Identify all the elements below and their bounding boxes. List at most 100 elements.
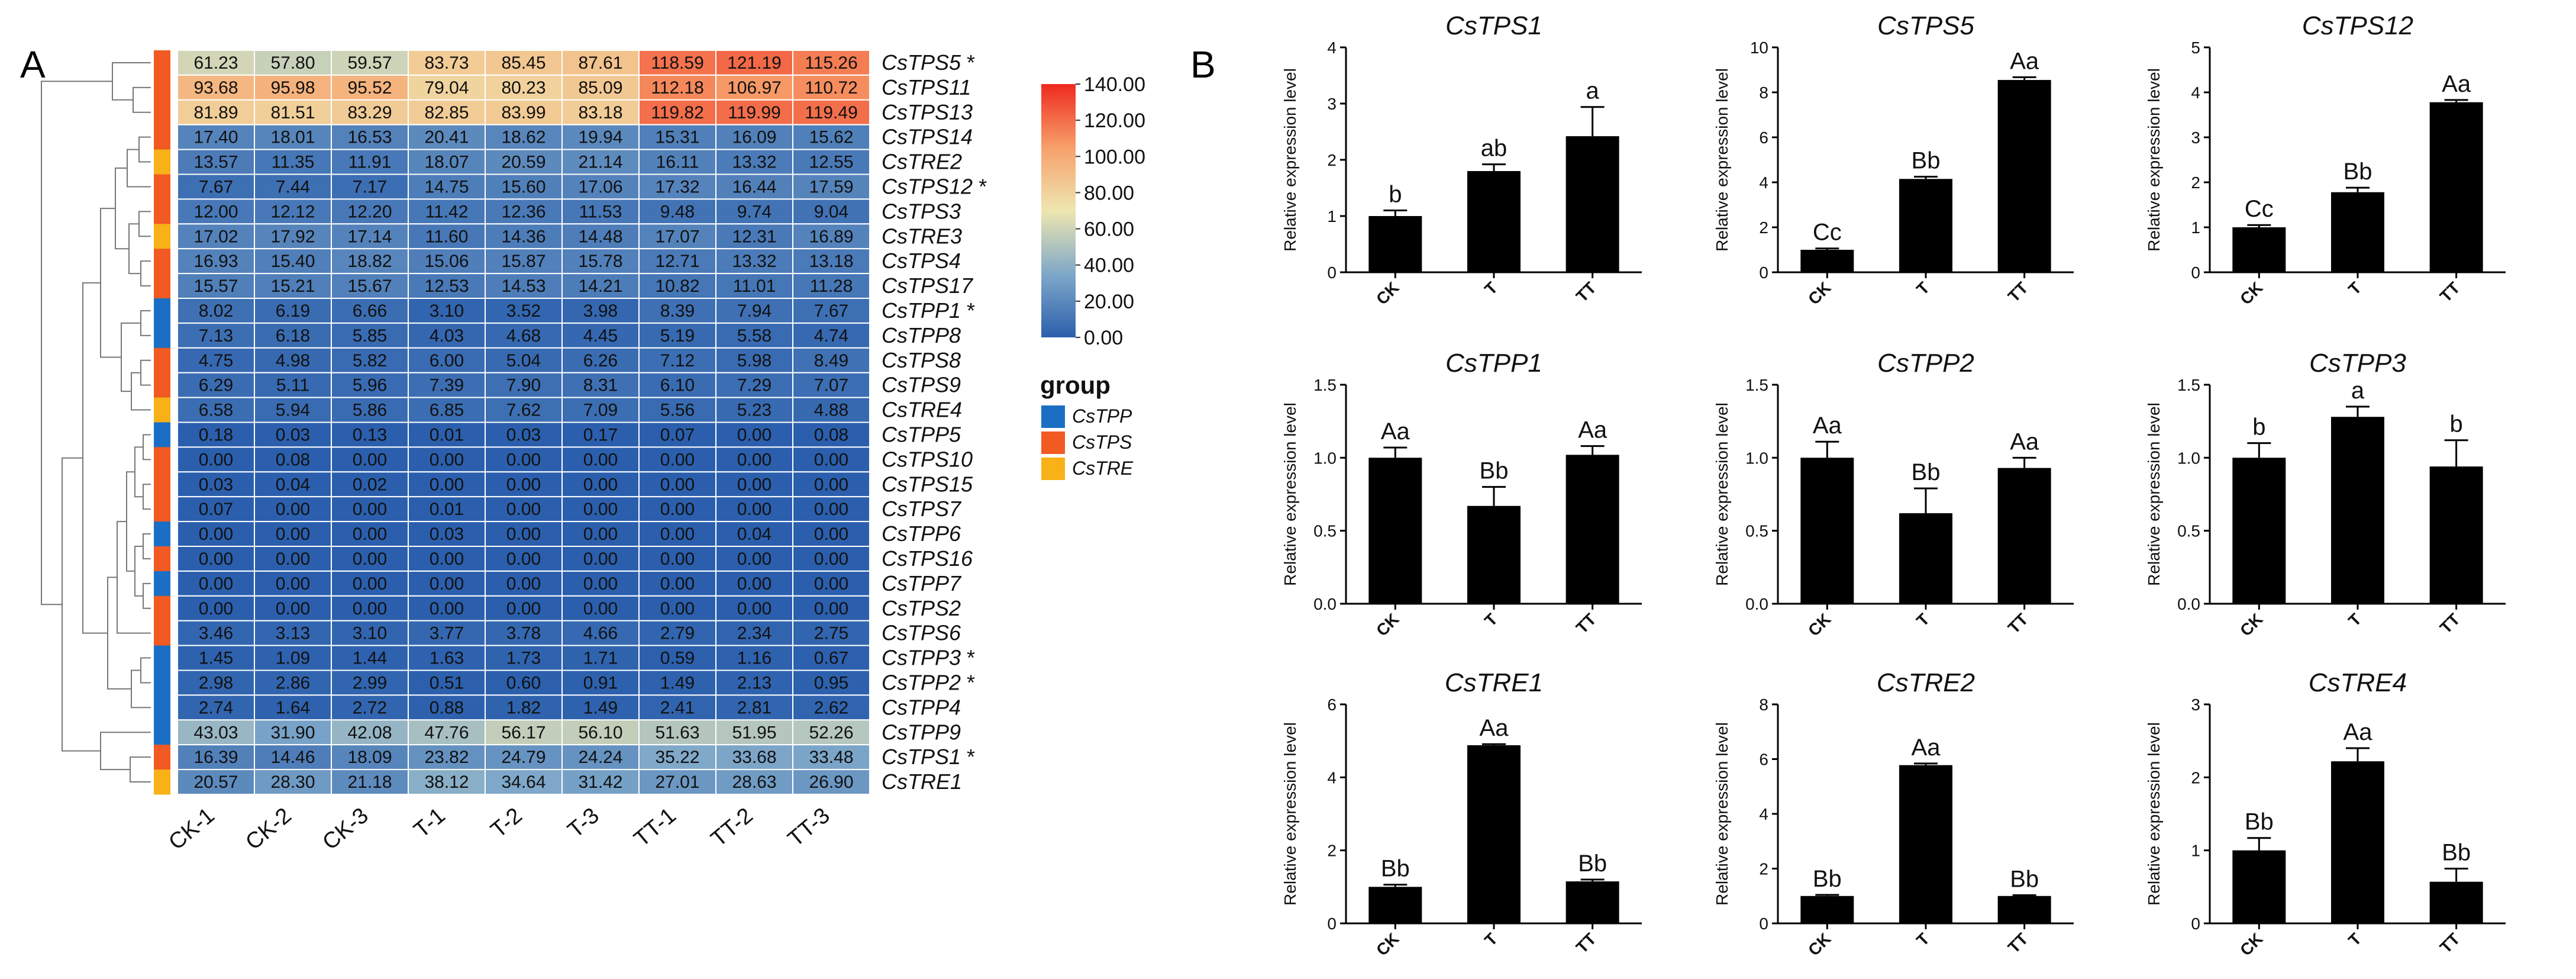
x-tick-label: T — [1481, 929, 1501, 949]
y-tick-label: 8 — [1759, 695, 1768, 714]
heatmap-cell — [177, 769, 255, 795]
x-tick-label: TT — [2436, 610, 2464, 637]
column-label-TT-2: TT-2 — [706, 803, 758, 852]
cell-value: 11.53 — [579, 202, 622, 221]
cell-value: 4.74 — [814, 326, 848, 346]
heatmap-cell — [485, 421, 563, 448]
heatmap-cell — [485, 769, 563, 795]
y-tick-label: 1.0 — [1745, 449, 1768, 467]
cell-value: 118.59 — [651, 53, 704, 73]
x-tick-label: TT — [1573, 929, 1600, 957]
cell-value: 0.91 — [583, 673, 618, 693]
heatmap-cell — [408, 50, 486, 76]
cell-value: 7.90 — [506, 376, 541, 395]
heatmap-cell — [715, 397, 793, 423]
y-tick-label: 2 — [2191, 173, 2200, 192]
cell-value: 6.19 — [276, 301, 310, 321]
heatmap-cell — [715, 347, 793, 373]
cell-value: 0.00 — [583, 475, 618, 494]
y-tick-label: 0 — [2191, 914, 2200, 933]
x-tick-label: T — [2345, 610, 2365, 630]
heatmap-cell — [792, 198, 870, 225]
cell-value: 0.00 — [583, 500, 618, 519]
cell-value: 21.18 — [347, 772, 392, 792]
y-tick-label: 10 — [1750, 38, 1768, 57]
cell-value: 0.00 — [737, 574, 771, 594]
heatmap-cell — [408, 769, 486, 795]
bar-T — [1467, 171, 1521, 272]
cell-value: 7.67 — [814, 301, 848, 321]
y-axis-label: Relative expression level — [2145, 722, 2163, 906]
cell-value: 0.00 — [353, 500, 387, 519]
heatmap-cell — [331, 645, 409, 671]
colorbar-tick-label: 80.00 — [1084, 182, 1134, 204]
group-swatch-CsTPP8 — [154, 323, 170, 349]
cell-value: 0.13 — [353, 425, 387, 445]
heatmap-cell — [485, 496, 563, 523]
cell-value: 6.26 — [583, 351, 618, 371]
cell-value: 7.13 — [199, 326, 233, 346]
group-legend: group CsTPP CsTPS CsTRE — [1040, 371, 1134, 480]
cell-value: 0.00 — [660, 549, 695, 569]
cell-value: 0.00 — [737, 475, 771, 494]
group-swatch-CsTPP3 — [154, 645, 170, 671]
cell-value: 12.00 — [193, 202, 238, 221]
heatmap-cell — [638, 322, 716, 349]
row-label-CsTPP6: CsTPP6 — [882, 521, 961, 546]
cell-value: 11.42 — [425, 202, 469, 221]
heatmap-cell — [792, 248, 870, 275]
cell-value: 0.00 — [737, 500, 771, 519]
cell-value: 5.56 — [660, 401, 695, 420]
bar-TT — [1565, 455, 1619, 604]
y-axis-label: Relative expression level — [2145, 402, 2163, 586]
cell-value: 11.35 — [272, 153, 315, 172]
heatmap-cell — [408, 620, 486, 646]
heatmap-cell — [715, 744, 793, 771]
heatmap-cell — [638, 298, 716, 324]
cell-value: 61.23 — [193, 53, 238, 73]
heatmap-cell — [331, 669, 409, 696]
heatmap-cell — [561, 99, 640, 125]
cell-value: 3.46 — [199, 624, 233, 643]
heatmap-cell — [715, 372, 793, 398]
cell-value: 0.07 — [660, 425, 695, 445]
cell-value: 93.68 — [193, 78, 238, 98]
bar-T — [1467, 745, 1521, 923]
cell-value: 8.31 — [583, 376, 618, 395]
cell-value: 17.07 — [655, 227, 699, 246]
bar-TT — [2429, 466, 2483, 604]
heatmap-cell — [254, 744, 332, 771]
heatmap-cell — [408, 347, 486, 373]
cell-value: 0.18 — [199, 425, 233, 445]
heatmap-cell — [177, 669, 255, 696]
heatmap-cell — [408, 198, 486, 225]
cell-value: 0.00 — [660, 500, 695, 519]
cell-value: 4.98 — [276, 351, 310, 371]
cell-value: 38.12 — [424, 772, 469, 792]
significance-letter: Bb — [2245, 809, 2274, 835]
y-tick-label: 0 — [1327, 263, 1337, 282]
heatmap-cell — [254, 471, 332, 498]
cell-value: 5.98 — [737, 351, 771, 371]
cell-value: 0.00 — [660, 524, 695, 544]
cell-value: 3.13 — [276, 624, 310, 643]
heatmap-cell — [792, 50, 870, 76]
heatmap-cell — [715, 248, 793, 275]
cell-value: 3.10 — [430, 301, 464, 321]
y-tick-label: 3 — [1327, 95, 1337, 113]
heatmap-cell — [408, 173, 486, 200]
cell-value: 6.85 — [430, 401, 464, 420]
heatmap-cell — [254, 347, 332, 373]
cell-value: 16.89 — [809, 227, 853, 246]
group-swatch-CsTPP4 — [154, 695, 170, 720]
cell-value: 5.23 — [737, 401, 771, 420]
cell-value: 17.59 — [809, 177, 853, 197]
significance-letter: Aa — [1813, 413, 1842, 439]
cell-value: 15.60 — [501, 177, 545, 197]
row-label-CsTPS15: CsTPS15 — [882, 472, 973, 496]
cell-value: 7.07 — [814, 376, 848, 395]
cell-value: 81.51 — [270, 103, 315, 123]
y-tick-label: 0.5 — [1745, 522, 1768, 540]
heatmap-cell — [331, 595, 409, 621]
cell-value: 9.48 — [660, 202, 695, 221]
